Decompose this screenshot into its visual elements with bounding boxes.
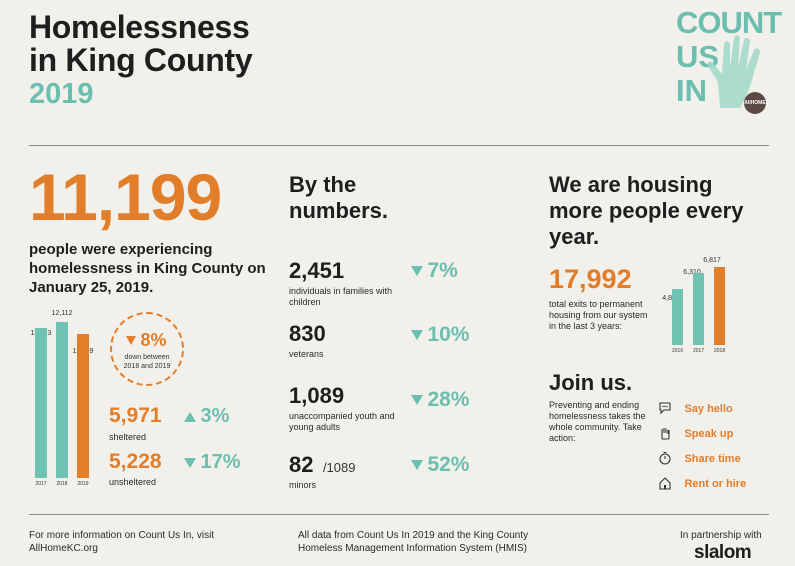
action-say-hello[interactable]: Say hello <box>658 399 733 417</box>
join-description: Preventing and ending homelessness takes… <box>549 400 646 443</box>
chart-value-label: 4,865 <box>662 295 680 302</box>
sheltered-value: 5,971 <box>109 404 162 427</box>
stat-item: 2,451 individuals in families with child… <box>289 258 409 308</box>
action-rent-or-hire[interactable]: Rent or hire <box>658 474 746 492</box>
change-percent: 8% <box>126 330 166 351</box>
sheltered-label: sheltered <box>109 432 147 442</box>
housing-total: 17,992 <box>549 264 632 294</box>
stat-change-value: 7% <box>427 259 458 282</box>
unsheltered-label: unsheltered <box>109 477 157 487</box>
action-label: Speak up <box>684 428 734 440</box>
title-line-2: in King County <box>29 42 253 78</box>
unsheltered-change-value: 17% <box>200 451 241 473</box>
stat-item: 82 /1089 minors <box>289 452 409 491</box>
stat-label: minors <box>289 480 317 490</box>
stat-change-value: 28% <box>427 388 470 411</box>
sheltered-change: 3% <box>184 405 229 428</box>
chart-category-label: 2018 <box>714 348 726 354</box>
total-description: people were experiencing homelessness in… <box>29 241 266 296</box>
chart-bar <box>693 273 704 345</box>
down-arrow-icon <box>411 460 423 470</box>
chart-bar <box>672 289 683 345</box>
stat-value: 830 <box>289 321 326 346</box>
action-label: Say hello <box>684 403 733 415</box>
chart-category-label: 2019 <box>77 481 89 487</box>
footer-source: All data from Count Us In 2019 and the K… <box>298 530 529 554</box>
chart-value-label: 6,817 <box>703 257 721 264</box>
stat-change: 52% <box>411 453 469 477</box>
change-circle: 8% down between 2018 and 2019 <box>110 312 184 386</box>
housing-title: We are housing more people every year. <box>549 172 744 249</box>
stat-change-value: 10% <box>427 323 470 346</box>
stat-value: 1,089 <box>289 383 345 408</box>
down-arrow-icon <box>411 395 423 405</box>
header-divider <box>29 145 769 146</box>
page-year: 2019 <box>29 78 94 110</box>
chart-category-label: 2018 <box>56 481 68 487</box>
stat-value: 2,451 <box>289 258 345 283</box>
stat-change: 7% <box>411 259 458 283</box>
down-arrow-icon <box>411 266 423 276</box>
raised-hand-icon <box>661 427 670 440</box>
stopwatch-icon <box>659 451 671 465</box>
page-title: Homelessness in King County <box>29 9 253 78</box>
allhome-badge-text: AllHOME <box>744 100 766 106</box>
total-count: 11,199 <box>29 160 222 234</box>
footer-info: For more information on Count Us In, vis… <box>29 530 215 554</box>
stat-item: 1,089 unaccompanied youth and young adul… <box>289 383 399 433</box>
stat-change: 10% <box>411 323 469 347</box>
stat-label: veterans <box>289 349 324 359</box>
house-icon <box>659 476 671 490</box>
footer-divider <box>29 514 769 515</box>
numbers-title: By the numbers. <box>289 172 389 223</box>
stat-change: 28% <box>411 388 469 412</box>
housing-exits-chart: 4,865 6,310 6,817 2016 2017 2018 <box>662 255 734 355</box>
action-label: Rent or hire <box>684 478 747 490</box>
action-share-time[interactable]: Share time <box>658 449 741 467</box>
housing-description: total exits to permanent housing from ou… <box>549 299 648 331</box>
chart-bar <box>714 267 725 345</box>
down-arrow-icon <box>411 330 423 340</box>
stat-label: individuals in families with children <box>289 286 393 307</box>
stat-extra: /1089 <box>322 460 356 475</box>
change-note: down between 2018 and 2019 <box>123 354 171 370</box>
stat-value: 82 <box>289 452 314 477</box>
chart-category-label: 2017 <box>693 348 705 354</box>
homeless-count-chart: 11,643 12,112 11,199 2017 2018 2019 <box>28 310 103 490</box>
logo-count: COUNT <box>676 5 782 40</box>
change-percent-value: 8% <box>140 330 167 350</box>
chart-category-label: 2017 <box>35 481 47 487</box>
down-arrow-icon <box>184 457 196 468</box>
chart-bar <box>35 328 47 478</box>
stat-change-value: 52% <box>427 453 470 476</box>
action-label: Share time <box>684 453 741 465</box>
unsheltered-change: 17% <box>184 451 240 474</box>
unsheltered-value: 5,228 <box>109 450 162 473</box>
stat-item: 830 veterans <box>289 321 409 360</box>
up-arrow-icon <box>184 411 196 422</box>
title-line-1: Homelessness <box>29 9 250 45</box>
sheltered-change-value: 3% <box>200 405 230 427</box>
chart-bar <box>56 322 68 478</box>
chart-bar <box>77 334 89 478</box>
chart-category-label: 2016 <box>672 348 684 354</box>
logo-in: IN <box>676 73 707 108</box>
allhome-badge: AllHOME <box>744 92 766 114</box>
down-arrow-icon <box>126 336 136 345</box>
action-speak-up[interactable]: Speak up <box>658 424 733 442</box>
slalom-logo: slalom <box>694 542 752 563</box>
speech-bubble-icon <box>659 402 671 415</box>
join-title: Join us. <box>549 370 633 395</box>
raised-hand-icon <box>707 35 760 108</box>
count-us-in-logo: COUNT US IN AllHOME <box>676 6 782 114</box>
chart-value-label: 6,310 <box>683 269 701 276</box>
stat-label: unaccompanied youth and young adults <box>289 411 395 432</box>
footer-partner-label: In partnership with <box>680 530 762 541</box>
chart-value-label: 12,112 <box>51 310 73 317</box>
